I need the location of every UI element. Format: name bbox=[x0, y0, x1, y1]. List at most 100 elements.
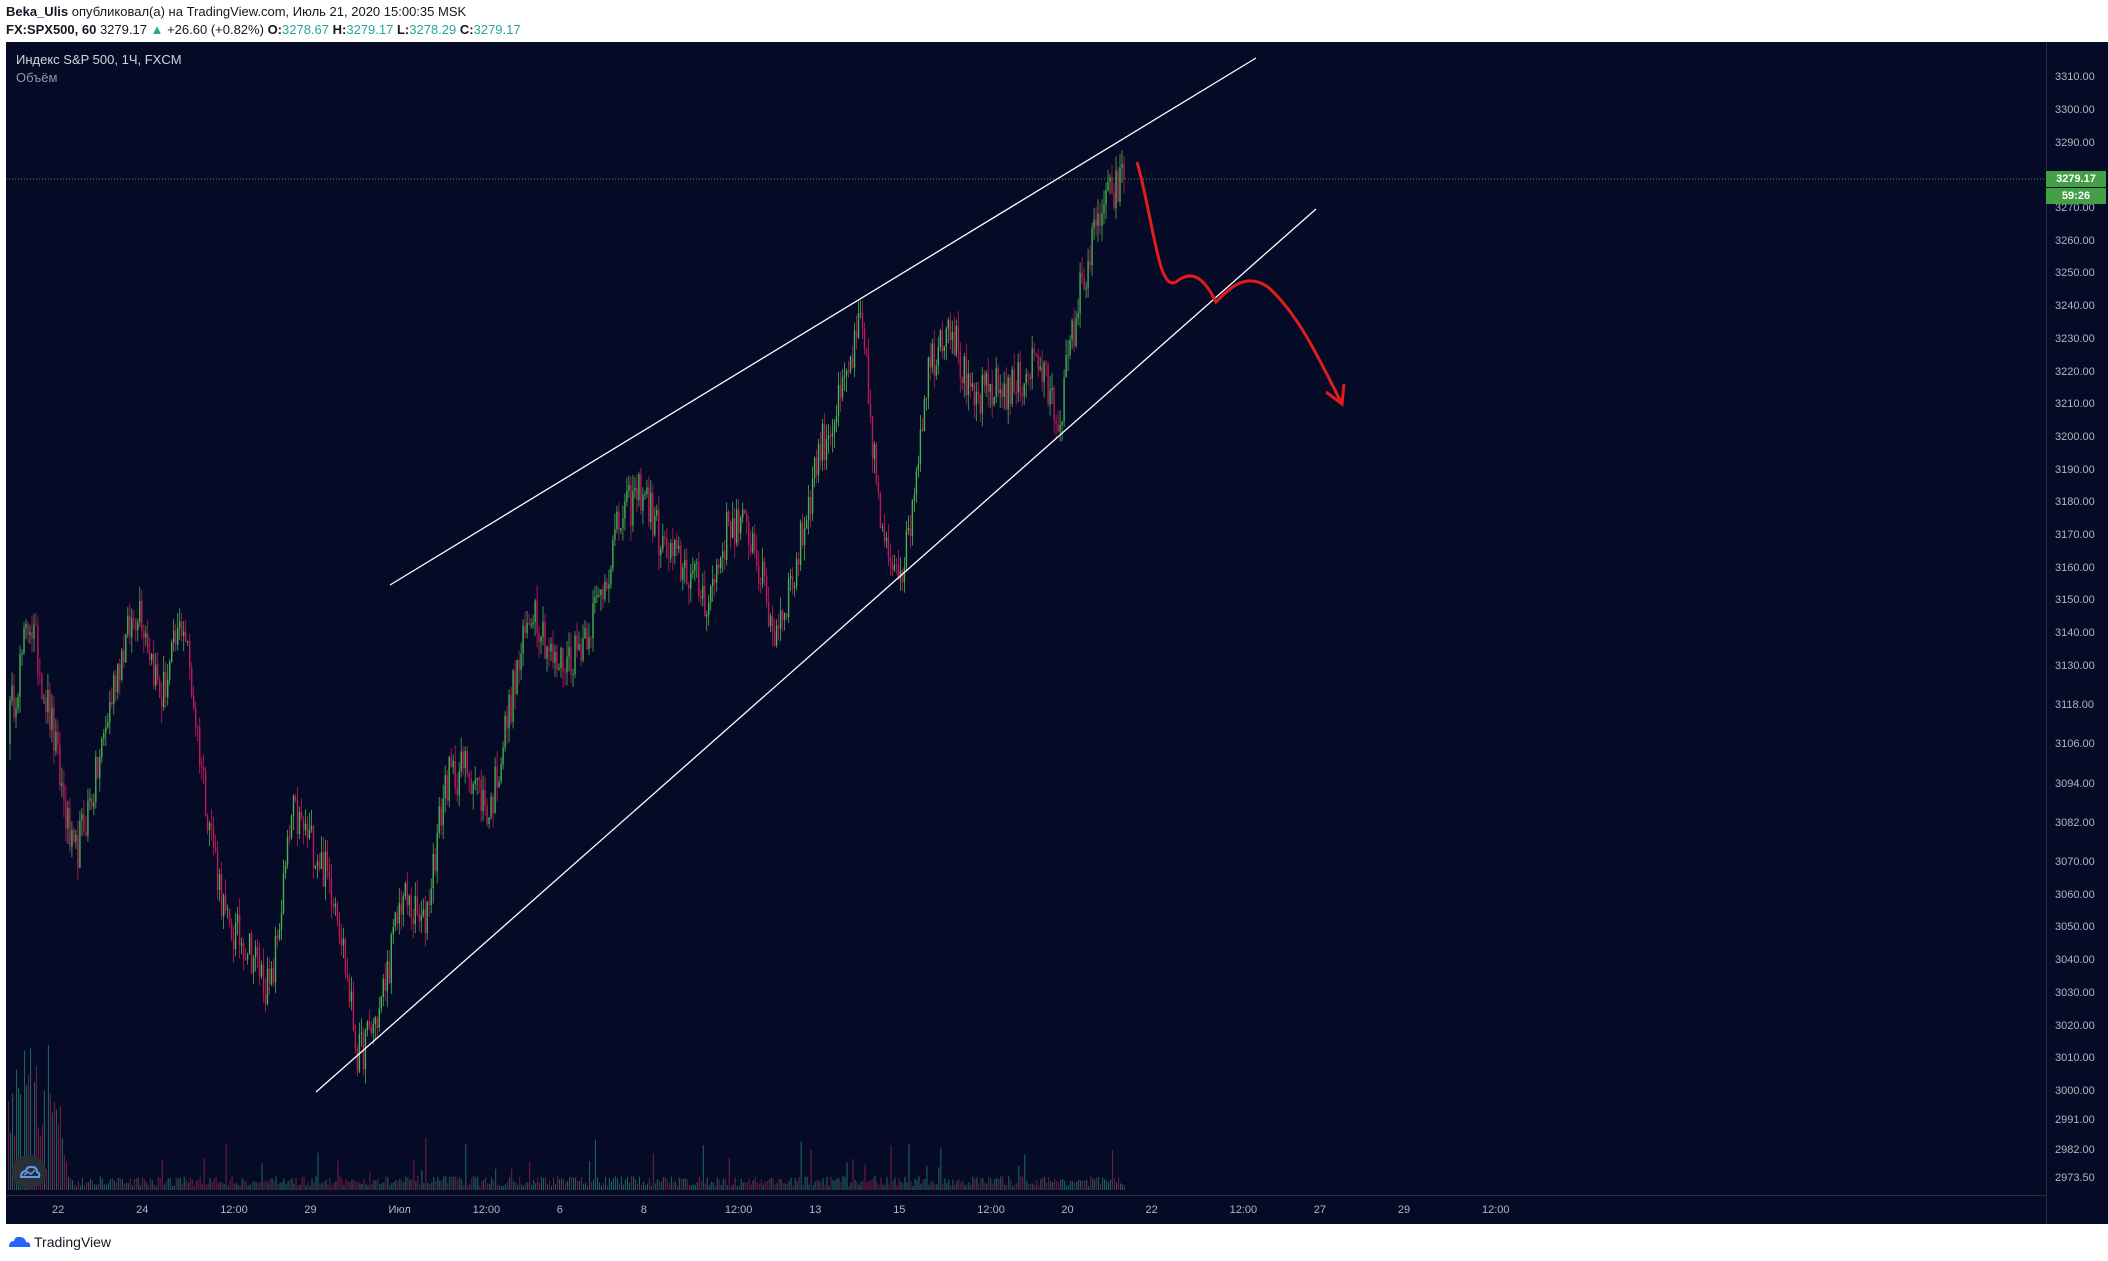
candle-body bbox=[997, 367, 999, 393]
candle-body bbox=[123, 650, 125, 663]
volume-bar bbox=[135, 1177, 137, 1190]
author-name[interactable]: Beka_Ulis bbox=[6, 4, 69, 19]
volume-bar bbox=[1004, 1184, 1006, 1190]
candle-body bbox=[169, 661, 171, 680]
footer-brand[interactable]: TradingView bbox=[34, 1234, 112, 1250]
price-tick-label: 3020.00 bbox=[2055, 1019, 2095, 1032]
publish-cloud-button[interactable] bbox=[12, 1155, 46, 1189]
volume-bar bbox=[367, 1185, 369, 1190]
volume-bar bbox=[179, 1177, 181, 1190]
volume-bar bbox=[688, 1184, 690, 1190]
candle-body bbox=[446, 775, 448, 801]
volume-bar bbox=[225, 1143, 227, 1190]
candle-body bbox=[240, 943, 243, 946]
candle-body bbox=[903, 567, 906, 583]
time-axis[interactable]: 22 24 12:00 29 Июл 12:00 6 8 12:00 13 15 12:00 20 22 1… bbox=[6, 1195, 2046, 1225]
volume-bar bbox=[491, 1177, 493, 1190]
candle-body bbox=[714, 579, 716, 583]
candle-body bbox=[803, 528, 806, 546]
candle-body bbox=[492, 796, 494, 814]
volume-bar bbox=[716, 1177, 718, 1190]
price-axis[interactable]: 3310.00 3300.00 3290.00 3270.00 3260.00 3250.… bbox=[2046, 42, 2108, 1224]
price-tick-label: 3050.00 bbox=[2055, 921, 2095, 934]
candle-body bbox=[478, 778, 480, 780]
volume-bar bbox=[678, 1177, 680, 1190]
candle-body bbox=[438, 806, 440, 833]
candle-body bbox=[604, 581, 606, 600]
volume-bar bbox=[371, 1184, 373, 1190]
volume-bar bbox=[537, 1177, 539, 1190]
price-tick-label: 3310.00 bbox=[2055, 71, 2095, 84]
candle-body bbox=[127, 615, 129, 635]
candle-body bbox=[913, 494, 916, 501]
candle-body bbox=[684, 559, 686, 568]
candle-body bbox=[1025, 374, 1027, 384]
volume-bar bbox=[872, 1178, 874, 1190]
volume-bar bbox=[131, 1185, 133, 1190]
volume-bar bbox=[1014, 1184, 1016, 1190]
volume-bar bbox=[479, 1185, 481, 1190]
volume-bar bbox=[884, 1184, 886, 1190]
volume-bar bbox=[65, 1161, 67, 1190]
candle-body bbox=[538, 632, 540, 642]
volume-bar bbox=[531, 1185, 533, 1190]
candle-body bbox=[364, 1030, 367, 1070]
volume-bar bbox=[277, 1183, 279, 1190]
volume-bar bbox=[728, 1157, 730, 1190]
candle-body bbox=[1075, 317, 1077, 347]
volume-bar bbox=[1052, 1182, 1054, 1190]
volume-bar bbox=[706, 1177, 708, 1190]
candlestick-chart[interactable] bbox=[6, 42, 2046, 1224]
volume-bar bbox=[736, 1185, 738, 1190]
candle-body bbox=[769, 616, 772, 627]
candle-body bbox=[408, 895, 410, 906]
candle-body bbox=[232, 939, 235, 950]
published-text: опубликовал(а) на TradingView.com, Июль … bbox=[71, 4, 467, 19]
candle-body bbox=[1089, 261, 1091, 266]
candle-body bbox=[1079, 272, 1081, 314]
volume-bar bbox=[425, 1137, 427, 1190]
candle-body bbox=[863, 327, 866, 349]
close-label: C: bbox=[459, 22, 474, 37]
volume-bar bbox=[409, 1179, 411, 1190]
candle-body bbox=[270, 968, 273, 984]
volume-bar bbox=[489, 1183, 491, 1190]
volume-bar bbox=[133, 1179, 135, 1190]
price-tick-label: 3260.00 bbox=[2055, 234, 2095, 247]
candle-body bbox=[584, 628, 586, 639]
candle-body bbox=[983, 374, 985, 386]
chart-pane[interactable]: Индекс S&P 500, 1Ч, FXCM Объём bbox=[6, 42, 2046, 1224]
candle-body bbox=[109, 702, 111, 723]
volume-bar bbox=[670, 1176, 672, 1190]
volume-bar bbox=[1028, 1183, 1030, 1190]
volume-bar bbox=[415, 1181, 417, 1190]
candle-body bbox=[384, 979, 386, 991]
candle-body bbox=[811, 478, 814, 514]
volume-bar bbox=[1120, 1183, 1122, 1190]
candle-body bbox=[262, 964, 265, 994]
volume-bar bbox=[449, 1177, 451, 1190]
volume-bar bbox=[1056, 1181, 1058, 1190]
candle-body bbox=[550, 643, 552, 652]
candle-body bbox=[1053, 388, 1055, 421]
candle-body bbox=[1035, 353, 1037, 356]
volume-bar bbox=[185, 1179, 187, 1190]
volume-bar bbox=[91, 1180, 93, 1190]
volume-bar bbox=[353, 1179, 355, 1190]
candle-body bbox=[9, 700, 11, 745]
candle-body bbox=[959, 350, 961, 378]
volume-bar bbox=[153, 1184, 155, 1190]
candle-body bbox=[738, 509, 740, 534]
candle-body bbox=[991, 383, 993, 405]
candle-body bbox=[853, 330, 856, 368]
volume-bar bbox=[760, 1179, 762, 1190]
volume-bar bbox=[1106, 1180, 1108, 1190]
volume-bar bbox=[622, 1184, 624, 1190]
candle-body bbox=[600, 589, 602, 596]
volume-bar bbox=[1068, 1184, 1070, 1190]
candle-body bbox=[53, 707, 55, 752]
candle-body bbox=[330, 878, 333, 904]
candle-body bbox=[354, 1031, 357, 1049]
candle-body bbox=[917, 464, 920, 472]
volume-bar bbox=[483, 1180, 485, 1190]
